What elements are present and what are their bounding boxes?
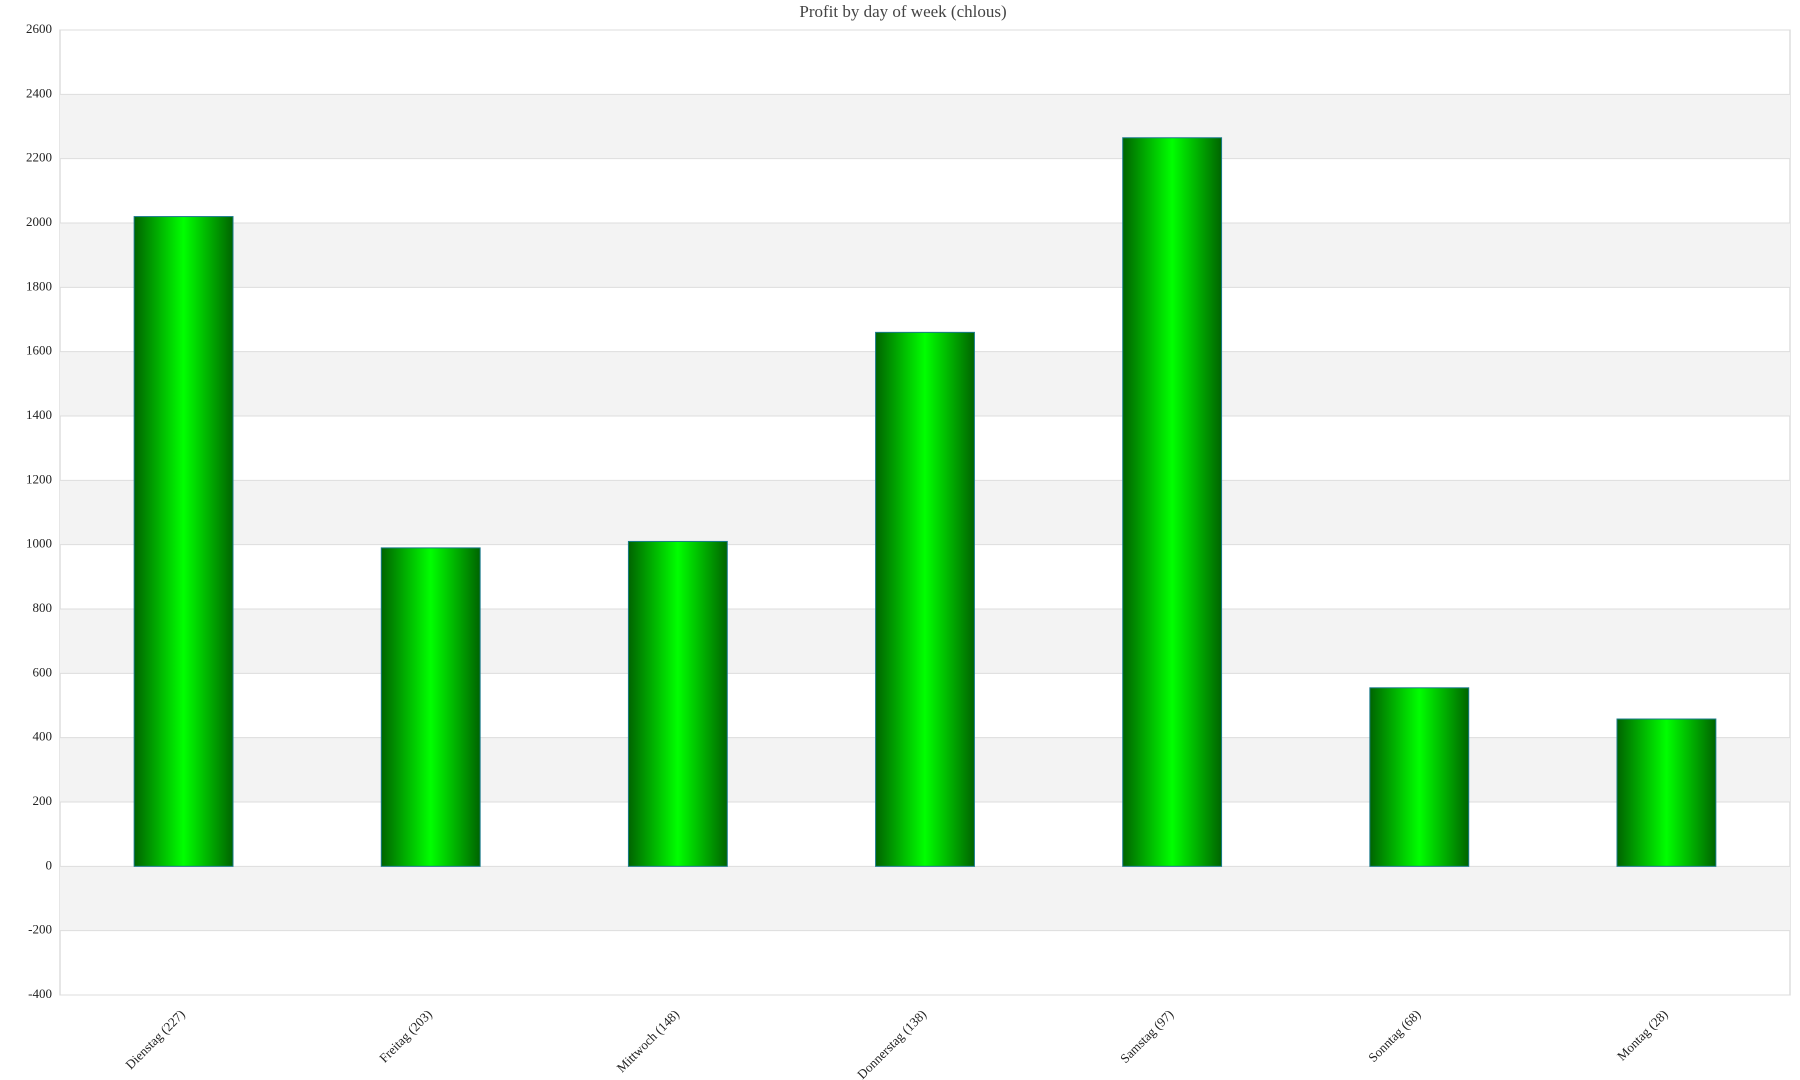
chart-title: Profit by day of week (chlous) [799, 2, 1006, 21]
y-tick-label: 2400 [26, 85, 52, 100]
y-tick-label: 1000 [26, 536, 52, 551]
x-tick-label: Freitag (203) [376, 1007, 435, 1066]
y-tick-label: 2000 [26, 214, 52, 229]
y-tick-label: 2600 [26, 21, 52, 36]
x-tick-label: Donnerstag (138) [854, 1007, 929, 1080]
grid-band [60, 223, 1790, 288]
y-tick-label: 0 [46, 857, 53, 872]
bar [380, 547, 481, 867]
bar [1122, 137, 1223, 867]
bar [133, 216, 234, 867]
y-tick-label: 400 [33, 729, 53, 744]
y-tick-label: 200 [33, 793, 53, 808]
bar [1616, 718, 1717, 867]
x-tick-label: Samstag (97) [1117, 1007, 1176, 1066]
y-tick-label: 1600 [26, 343, 52, 358]
y-tick-label: 1800 [26, 278, 52, 293]
y-tick-label: 800 [33, 600, 53, 615]
y-tick-label: -400 [28, 986, 52, 1001]
y-tick-label: 1200 [26, 471, 52, 486]
grid-band [60, 866, 1790, 931]
bar [627, 540, 728, 867]
x-tick-label: Dienstag (227) [122, 1007, 187, 1072]
bar [875, 331, 975, 867]
x-tick-label: Montag (28) [1614, 1007, 1671, 1064]
grid-band [60, 94, 1790, 159]
y-tick-label: 600 [33, 664, 53, 679]
y-tick-label: 2200 [26, 150, 52, 165]
bar [1369, 687, 1470, 867]
x-tick-label: Mittwoch (148) [614, 1007, 683, 1076]
x-tick-label: Sonntag (68) [1365, 1007, 1423, 1065]
y-tick-label: 1400 [26, 407, 52, 422]
y-tick-label: -200 [28, 922, 52, 937]
